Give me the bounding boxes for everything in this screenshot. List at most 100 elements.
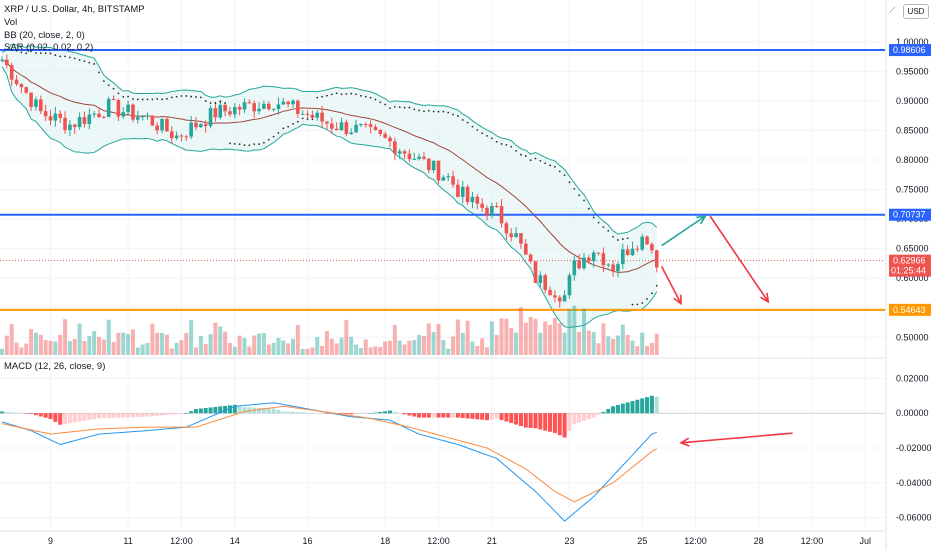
volume-bar [402,344,407,355]
volume-bar [257,333,262,355]
volume-bar [160,332,165,355]
candle [203,124,208,127]
candle [160,118,164,131]
volume-bar [455,319,460,355]
sar-dot [117,92,120,95]
candle [82,117,87,124]
macd-histogram-bar [363,413,368,414]
macd-histogram-bar [436,413,441,418]
volume-bar [640,332,645,355]
volume-bar [300,348,305,355]
macd-tick-label: -0.04000 [896,478,932,488]
macd-histogram-bar [164,413,169,415]
sar-dot [263,141,265,144]
macd-histogram-bar [305,412,310,414]
macd-histogram-bar [407,413,412,416]
macd-histogram-bar [218,406,223,414]
candle [344,122,349,135]
arrow-line [709,215,769,303]
candle [247,102,252,104]
macd-legend[interactable]: MACD (12, 26, close, 9) [4,361,106,372]
volume-bar [135,347,140,355]
bb-legend[interactable]: BB (20, close, 2, 0) [4,30,85,41]
candle [354,124,358,133]
sar-dot [330,93,333,96]
candle [24,87,29,93]
bb-lower [1,66,658,329]
trend-line-icon[interactable]: ⟋ [889,5,896,15]
macd-histogram-bar [33,413,38,416]
volume-bar [572,305,577,355]
candle [150,115,155,126]
volume-bar [43,340,48,355]
sar-legend[interactable]: SAR (0.02, 0.02, 0.2) [4,42,94,53]
volume-bar [101,339,106,355]
volume-bar [329,338,334,355]
candle [601,253,606,266]
macd-histogram-bar [388,410,392,414]
sar-dot [389,107,391,110]
sar-dot [646,298,648,300]
volume-bar [451,336,456,355]
macd-histogram-bar [106,413,111,419]
macd-histogram-bar [567,413,572,431]
macd-histogram-bar [426,413,431,418]
candles [0,54,659,308]
candle [596,252,601,254]
sar-dot [515,150,517,152]
sar-dot [107,84,110,87]
sar-dot [529,159,532,162]
volume-bar [363,339,368,355]
sar-dot [326,94,328,97]
volume-bar [121,332,126,355]
volume-bar [562,332,567,355]
macd-histogram-bar [43,413,48,418]
volume-bar [577,331,582,355]
macd-histogram-bar [543,413,548,431]
sar-dot [520,153,522,156]
sar-dot [457,115,459,117]
sar-dot [442,110,445,113]
macd-histogram-bar [77,413,82,422]
candle [165,118,169,132]
macd-histogram-bar [470,413,475,419]
volume-bar [77,323,82,355]
candle [194,122,198,128]
sar-dot [175,95,178,98]
candle [330,123,334,129]
volume-bar [189,319,194,355]
candle [320,112,324,122]
level-badge-label: 0.98606 [893,45,926,55]
candle [218,104,223,118]
sar-dot [350,92,353,95]
sar-dot [360,94,362,97]
sar-dot [39,52,42,55]
time-tick-label: 12:00 [427,536,450,546]
macd-histogram-bar [38,413,43,417]
volume-bar [388,340,392,355]
candle [43,111,48,117]
sar-dot [398,106,401,109]
volume-bar [198,335,203,355]
macd-histogram-bar [97,413,101,419]
candle [587,257,591,262]
macd-histogram-bar [271,408,276,414]
macd-histogram-bar [586,413,591,420]
volume-bar [533,318,538,355]
volume-bar [441,340,446,355]
sar-dot [136,98,139,101]
vol-legend[interactable]: Vol [4,17,18,28]
candle [286,101,290,105]
sar-dot [161,98,163,101]
currency-button[interactable]: USD [903,4,929,19]
volume-bar [218,326,223,355]
sar-dot [583,199,585,202]
arrow-head [679,437,690,447]
volume-bar [436,323,441,355]
sar-dot [209,102,212,104]
candle [325,121,329,124]
candle [625,249,630,256]
macd-histogram-bar [92,413,97,420]
macd-histogram-bar [189,411,194,414]
